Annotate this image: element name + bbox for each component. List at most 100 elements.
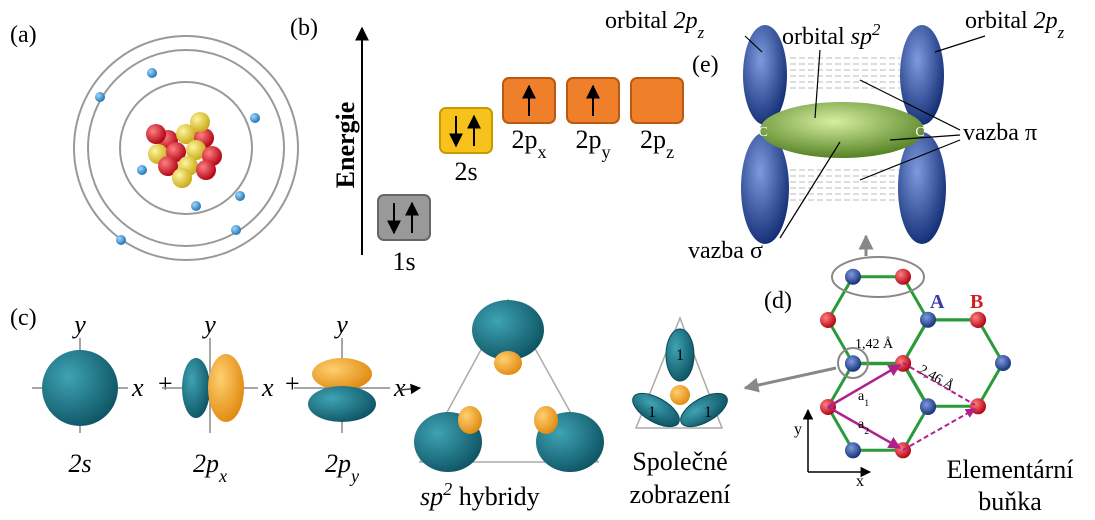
common-lobe (680, 392, 728, 428)
text-part: orbital (965, 8, 1034, 34)
atom (970, 398, 986, 415)
lobe-label: 1 (704, 404, 712, 421)
p-lobe (182, 358, 210, 418)
text-part: 2p (640, 125, 666, 154)
orbit (119, 81, 253, 215)
panel-label: (c) (10, 305, 37, 331)
script: 2 (872, 20, 881, 39)
level-label: 2s (454, 157, 477, 186)
script: y (349, 466, 360, 486)
text-part: orbital (605, 8, 674, 34)
triangle (634, 315, 724, 429)
orbital-label: 2py (325, 449, 360, 486)
bond (976, 318, 1005, 364)
level-label: 2pz (640, 125, 674, 162)
pointer (859, 79, 961, 131)
script: 2 (443, 479, 452, 499)
arrow (743, 366, 837, 393)
atom (895, 268, 911, 285)
electron (147, 68, 157, 78)
electron (231, 225, 241, 235)
bond (826, 406, 855, 452)
panel-label: (d) (764, 288, 792, 314)
operator: + (158, 369, 173, 398)
sublattice-label: B (970, 291, 983, 313)
bond (901, 275, 930, 321)
electron (95, 92, 105, 102)
nucleon (186, 140, 206, 160)
distance-label: 2,46 Å (916, 362, 958, 395)
text-part: 1s (392, 247, 415, 276)
bond (976, 362, 1005, 408)
axis-label: x (131, 373, 144, 402)
common-core (670, 385, 690, 405)
text-part: 2p (325, 449, 351, 478)
axis-label: y (201, 310, 216, 339)
level-label: 1s (392, 247, 415, 276)
pointer (744, 35, 763, 53)
script: y (601, 142, 611, 162)
orbital-label: orbital sp2 (782, 20, 881, 51)
panel-label: (b) (290, 15, 318, 41)
axis-label: x (856, 473, 864, 490)
bond-label: vazba π (963, 120, 1037, 146)
vector-label: a1 (858, 389, 869, 409)
panel-label: (a) (10, 22, 37, 48)
pointer (889, 134, 961, 141)
atom (920, 399, 936, 415)
atom (895, 442, 911, 459)
s-orbital (42, 350, 118, 426)
bond-label: vazba σ (688, 238, 763, 264)
axis-label: y (333, 310, 348, 339)
text-part: 2p (511, 125, 537, 154)
caption: Společné (632, 447, 727, 476)
bond (901, 406, 930, 452)
lattice-vector (902, 408, 976, 451)
text-part: sp (420, 482, 443, 511)
sp2-lobe (760, 102, 924, 158)
sublattice-label: A (930, 291, 945, 313)
hybrid-lobe (494, 351, 522, 375)
electron (116, 235, 126, 245)
panel-label: (e) (692, 52, 719, 78)
electron (191, 201, 201, 211)
distance-label: 1,42 Å (855, 336, 894, 352)
text-part: 2p (193, 449, 219, 478)
script: 1 (864, 398, 869, 409)
bond (826, 275, 855, 321)
common-lobe (632, 392, 680, 428)
orbital-box (630, 77, 684, 124)
axis-label: Energie (331, 102, 360, 189)
axis-label: x (261, 373, 274, 402)
caption: zobrazení (629, 480, 730, 509)
pointer (934, 35, 986, 53)
atom-label: C (758, 125, 767, 140)
nucleon (196, 160, 216, 180)
atom (845, 355, 861, 372)
script: z (1057, 23, 1065, 42)
hybrid-lobe (458, 406, 482, 434)
highlight (837, 347, 869, 379)
pz-lobe (900, 25, 944, 125)
text-part: hybridy (452, 482, 539, 511)
bond (826, 319, 855, 365)
arrow (399, 383, 422, 395)
operator: + (285, 369, 300, 398)
orbit (87, 49, 285, 247)
text-part: 2p (1034, 8, 1058, 34)
text-part: 2p (674, 8, 698, 34)
highlight (831, 256, 925, 298)
p-lobe (208, 354, 244, 422)
nucleon (176, 124, 196, 144)
electron (235, 191, 245, 201)
script: 2 (864, 426, 869, 437)
pointer (814, 49, 821, 119)
lobe-label: 1 (676, 347, 684, 364)
caption: buňka (978, 487, 1042, 516)
pz-lobe (741, 132, 789, 244)
common-lobe (665, 328, 695, 382)
pointer (859, 139, 961, 181)
atom (995, 355, 1011, 371)
script: z (697, 23, 705, 42)
